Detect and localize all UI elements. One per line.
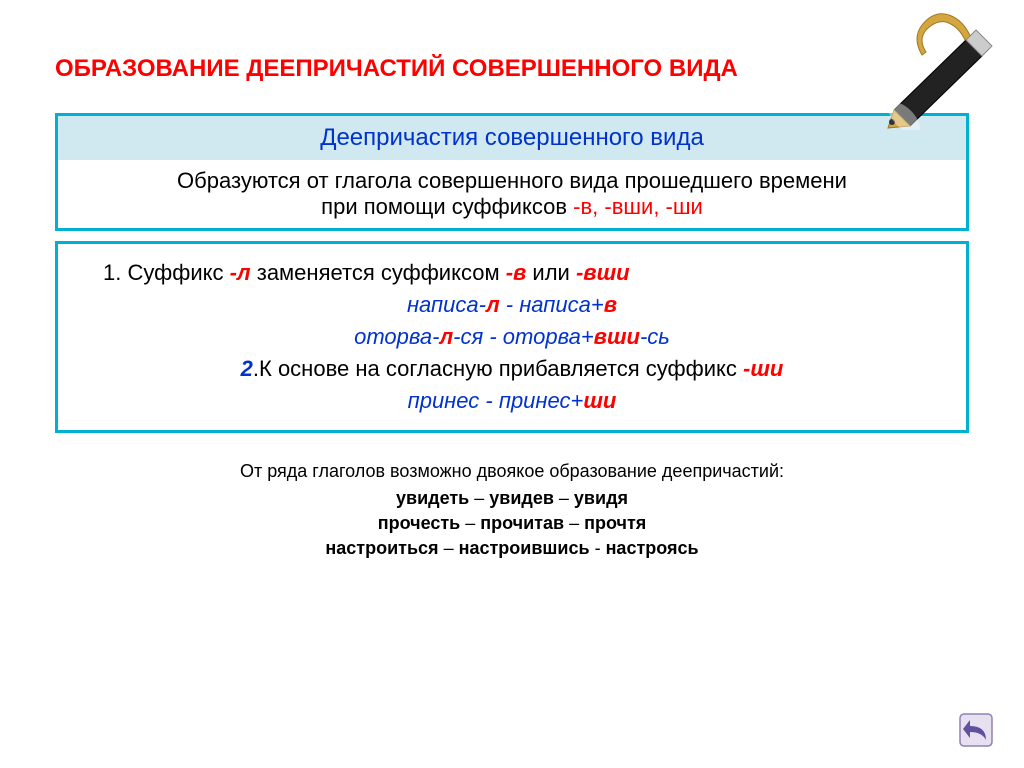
table-body: Образуются от глагола совершенного вида …: [57, 160, 968, 230]
def-line-2: при помощи суффиксов -в, -вши, -ши: [70, 194, 954, 220]
example-1: написа-л - написа+в: [78, 292, 946, 318]
table-header: Деепричастия совершенного вида: [57, 115, 968, 161]
rule-1: 1. Суффикс -л заменяется суффиксом -в ил…: [78, 260, 946, 286]
footer-ex-3: настроиться – настроившись - настроясь: [55, 538, 969, 559]
footer-ex-1: увидеть – увидев – увидя: [55, 488, 969, 509]
pen-icon: [874, 0, 1014, 130]
slide-title: ОБРАЗОВАНИЕ ДЕЕПРИЧАСТИЙ СОВЕРШЕННОГО ВИ…: [0, 0, 1024, 83]
back-button[interactable]: [958, 712, 994, 748]
footer-ex-2: прочесть – прочитав – прочтя: [55, 513, 969, 534]
rules-box: 1. Суффикс -л заменяется суффиксом -в ил…: [55, 241, 969, 433]
example-3: принес - принес+ши: [78, 388, 946, 414]
rule-2: 2.К основе на согласную прибавляется суф…: [78, 356, 946, 382]
footer-intro: От ряда глаголов возможно двоякое образо…: [55, 461, 969, 482]
definition-table: Деепричастия совершенного вида Образуютс…: [55, 113, 969, 231]
def-line-1: Образуются от глагола совершенного вида …: [70, 168, 954, 194]
content-area: Деепричастия совершенного вида Образуютс…: [0, 83, 1024, 559]
footer-examples: От ряда глаголов возможно двоякое образо…: [55, 461, 969, 559]
example-2: оторва-л-ся - оторва+вши-сь: [78, 324, 946, 350]
